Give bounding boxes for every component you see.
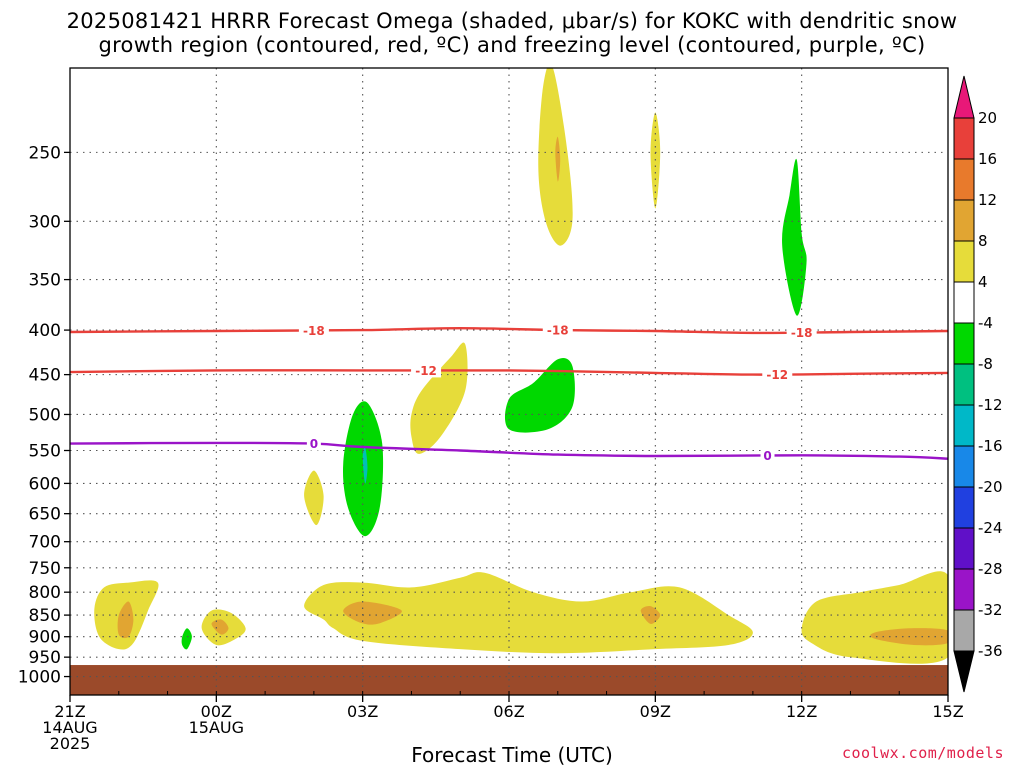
- colorbar-swatch-1: [953, 158, 975, 201]
- omega-area-8: [801, 571, 948, 664]
- y-tick-label-650: 650: [29, 505, 61, 525]
- omega-area-6: [343, 601, 402, 625]
- omega-area-1: [117, 601, 134, 639]
- y-tick-label-850: 850: [29, 606, 61, 626]
- colorbar-swatch-4: [953, 281, 975, 324]
- x-tick-label-9-0: 06Z: [493, 702, 524, 721]
- colorbar-label-1: 16: [978, 150, 997, 168]
- y-tick-label-700: 700: [29, 533, 61, 553]
- x-tick-label-15-0: 12Z: [786, 702, 817, 721]
- colorbar-swatch-3: [953, 240, 975, 283]
- y-tick-label-1000: 1000: [18, 668, 61, 688]
- colorbar-swatch-8: [953, 445, 975, 488]
- colorbar: 20 16 12 8 4 -4 -8 -12 -16 -20 -24 -28 -32 -36: [953, 75, 1003, 693]
- y-tick-label-950: 950: [29, 648, 61, 668]
- colorbar-label-12: -32: [978, 601, 1003, 619]
- contour-label-bg: [786, 325, 817, 340]
- contour-label-bg: [760, 448, 775, 463]
- omega-area-13: [410, 342, 468, 454]
- contour-label-bg: [762, 367, 793, 382]
- colorbar-swatch-11: [953, 568, 975, 611]
- x-tick-label-3-0: 00Z: [201, 702, 232, 721]
- y-tick-label-400: 400: [29, 321, 61, 341]
- contour-label-bg: [306, 436, 321, 451]
- colorbar-swatch-6: [953, 363, 975, 406]
- colorbar-label-11: -28: [978, 560, 1003, 578]
- colorbar-swatch-2: [953, 199, 975, 242]
- x-axis-label: Forecast Time (UTC): [411, 743, 613, 767]
- colorbar-label-0: 20: [978, 109, 997, 127]
- x-tick-label-12-0: 09Z: [640, 702, 671, 721]
- chart-title-line-1: 2025081421 HRRR Forecast Omega (shaded, …: [66, 9, 958, 33]
- colorbar-label-2: 12: [978, 191, 997, 209]
- omega-area-16: [555, 136, 561, 182]
- contour-label-1-0: -12: [415, 364, 437, 378]
- colorbar-label-7: -12: [978, 396, 1003, 414]
- pressure-axis: 2503003504004505005506006507007508008509…: [18, 143, 70, 688]
- omega-area-2: [181, 628, 192, 650]
- y-tick-label-800: 800: [29, 583, 61, 603]
- contour-line-2: [70, 441, 948, 460]
- y-tick-label-900: 900: [29, 628, 61, 648]
- chart-title-line-2: growth region (contoured, red, ºC) and f…: [98, 33, 926, 57]
- colorbar-label-10: -24: [978, 519, 1003, 537]
- colorbar-label-3: 8: [978, 232, 988, 250]
- contour-label-1-1: -12: [766, 368, 788, 382]
- temperature-contours: -18 -18 -18 -12 -12 0 0: [70, 323, 948, 463]
- omega-area-5: [304, 572, 753, 654]
- y-tick-label-300: 300: [29, 212, 61, 232]
- contour-line-1: [70, 369, 948, 376]
- colorbar-swatch-10: [953, 527, 975, 570]
- omega-shading: [70, 68, 948, 695]
- x-tick-label-0-2: 2025: [50, 734, 91, 753]
- contour-label-bg: [298, 323, 329, 338]
- y-tick-label-500: 500: [29, 405, 61, 425]
- colorbar-label-8: -16: [978, 437, 1003, 455]
- y-tick-label-750: 750: [29, 559, 61, 579]
- y-tick-label-550: 550: [29, 442, 61, 462]
- colorbar-bottom-arrow: [953, 650, 975, 693]
- omega-area-10: [304, 470, 324, 526]
- colorbar-label-4: 4: [978, 273, 988, 291]
- colorbar-label-6: -8: [978, 355, 993, 373]
- y-tick-label-350: 350: [29, 271, 61, 291]
- omega-area-18: [782, 158, 807, 316]
- contour-label-2-0: 0: [310, 437, 318, 451]
- contour-label-0-1: -18: [547, 324, 569, 338]
- contour-label-0-2: -18: [791, 326, 813, 340]
- colorbar-swatch-9: [953, 486, 975, 529]
- omega-area-7: [640, 605, 661, 624]
- contour-label-bg: [542, 323, 573, 338]
- colorbar-swatch-7: [953, 404, 975, 447]
- contour-label-0-0: -18: [303, 324, 325, 338]
- omega-area-14: [504, 357, 575, 433]
- colorbar-label-9: -20: [978, 478, 1003, 496]
- x-tick-label-6-0: 03Z: [347, 702, 378, 721]
- contour-label-2-1: 0: [763, 449, 771, 463]
- x-tick-label-0-0: 21Z: [54, 702, 85, 721]
- omega-area-12: [362, 446, 368, 484]
- x-tick-label-0-1: 14AUG: [42, 718, 97, 737]
- y-tick-label-600: 600: [29, 474, 61, 494]
- grid-lines: [70, 68, 948, 695]
- contour-label-bg: [411, 363, 442, 378]
- y-tick-label-450: 450: [29, 366, 61, 386]
- x-tick-label-18-0: 15Z: [932, 702, 963, 721]
- colorbar-label-5: -4: [978, 314, 993, 332]
- colorbar-top-arrow: [953, 75, 975, 119]
- omega-area-11: [342, 401, 384, 537]
- y-tick-label-250: 250: [29, 143, 61, 163]
- colorbar-swatch-0: [953, 117, 975, 160]
- colorbar-swatch-5: [953, 322, 975, 365]
- colorbar-swatch-12: [953, 609, 975, 652]
- omega-area-4: [211, 619, 229, 635]
- colorbar-label-13: -36: [978, 642, 1003, 660]
- x-tick-label-3-1: 15AUG: [189, 718, 244, 737]
- credit-link[interactable]: coolwx.com/models: [841, 744, 1004, 762]
